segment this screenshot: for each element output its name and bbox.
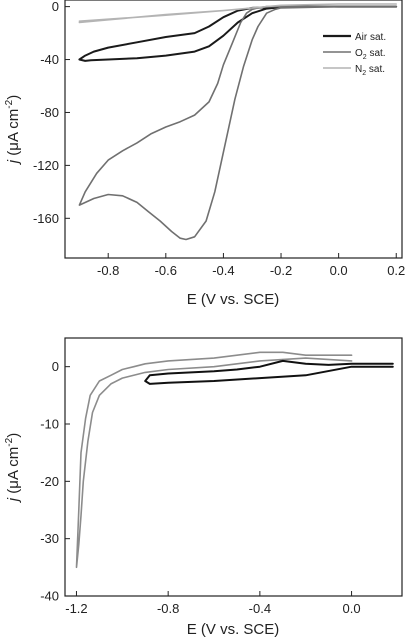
top-plot-frame bbox=[64, 0, 403, 259]
top-series-line-1 bbox=[78, 5, 398, 241]
bottom-y-tick-label-3: -30 bbox=[40, 531, 59, 546]
bottom-x-tick-label-1: -0.8 bbox=[157, 601, 179, 616]
top-x-tick-label-1: -0.6 bbox=[155, 263, 177, 278]
top-series-line-2 bbox=[78, 3, 398, 24]
bottom-series-group bbox=[75, 351, 394, 569]
bottom-ticks-group: -1.2 -0.8 -0.4 0.0 0 -10 -20 -30 -40 bbox=[40, 359, 360, 616]
legend-label-n2: N2 sat. bbox=[355, 64, 385, 77]
top-y-tick-label-3: -120 bbox=[33, 158, 59, 173]
bottom-y-tick-label-1: -10 bbox=[40, 417, 59, 432]
top-y-tick-label-4: -160 bbox=[33, 211, 59, 226]
bottom-plot-frame bbox=[64, 337, 403, 597]
bottom-x-tick-label-3: 0.0 bbox=[343, 601, 361, 616]
bottom-series-line-1 bbox=[144, 359, 394, 385]
top-y-tick-label-1: -40 bbox=[40, 52, 59, 67]
top-x-axis-title: E (V vs. SCE) bbox=[187, 291, 280, 308]
bottom-series-line-0 bbox=[75, 351, 353, 569]
top-x-tick-label-5: 0.2 bbox=[387, 263, 405, 278]
top-y-axis-title: j (μA cm-2) bbox=[4, 95, 22, 165]
bottom-y-tick-label-2: -20 bbox=[40, 474, 59, 489]
legend-label-o2: O2 sat. bbox=[355, 48, 386, 61]
top-x-tick-label-4: 0.0 bbox=[330, 263, 348, 278]
top-x-tick-label-2: -0.4 bbox=[212, 263, 234, 278]
bottom-x-tick-label-2: -0.4 bbox=[249, 601, 271, 616]
top-series-group bbox=[78, 3, 398, 241]
bottom-y-tick-label-0: 0 bbox=[52, 359, 59, 374]
top-x-tick-label-3: -0.2 bbox=[270, 263, 292, 278]
top-panel: -0.8 -0.6 -0.4 -0.2 0.0 0.2 0 -40 -80 -120 -160 Ai… bbox=[4, 0, 405, 308]
bottom-x-tick-label-0: -1.2 bbox=[65, 601, 87, 616]
legend-label-air: Air sat. bbox=[355, 32, 386, 43]
top-y-tick-label-0: 0 bbox=[52, 0, 59, 14]
bottom-y-tick-label-4: -40 bbox=[40, 589, 59, 604]
legend: Air sat. O2 sat. N2 sat. bbox=[323, 32, 386, 77]
top-x-tick-label-0: -0.8 bbox=[97, 263, 119, 278]
top-ticks-group: -0.8 -0.6 -0.4 -0.2 0.0 0.2 0 -40 -80 -120 -160 bbox=[33, 0, 405, 278]
bottom-y-axis-title: j (μA cm-2) bbox=[4, 433, 22, 503]
bottom-panel: -1.2 -0.8 -0.4 0.0 0 -10 -20 -30 -40 E (V vs. SC… bbox=[4, 337, 403, 638]
bottom-x-axis-title: E (V vs. SCE) bbox=[187, 621, 280, 638]
top-y-tick-label-2: -80 bbox=[40, 105, 59, 120]
